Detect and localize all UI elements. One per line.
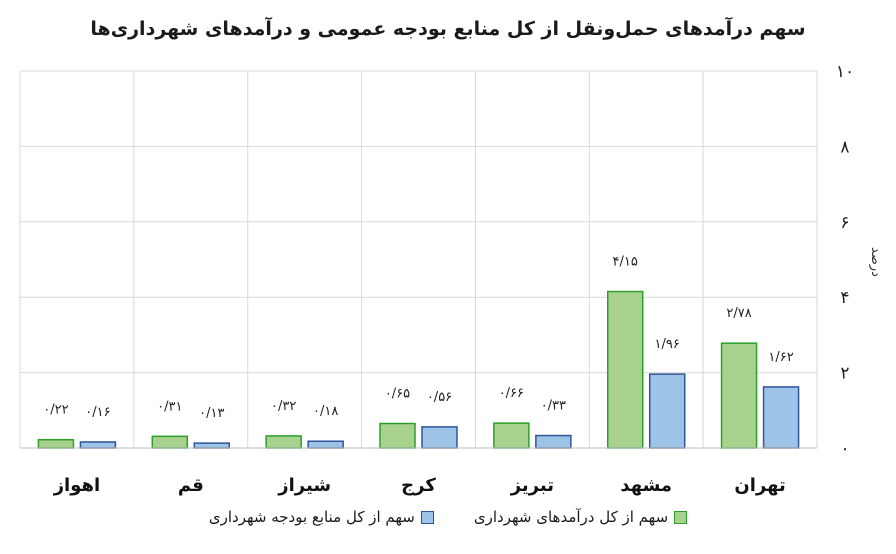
legend-label-budget: سهم از کل منابع بودجه شهرداری (208, 508, 415, 526)
data-label-revenue-share: ۰/۶۶ (499, 386, 524, 401)
x-category-label: اهواز (53, 475, 100, 496)
y-tick-label: ۲ (840, 364, 849, 384)
y-tick-label: ۴ (840, 288, 849, 308)
gridlines (19, 70, 818, 448)
bar-budget-share (535, 434, 572, 449)
x-category-label: کرج (401, 475, 436, 496)
legend-swatch-revenue (674, 510, 688, 524)
legend-label-revenue: سهم از کل درآمدهای شهرداری (473, 508, 669, 526)
x-category-label: تبریز (510, 475, 554, 496)
y-axis-label: درصد (868, 247, 883, 277)
data-label-budget-share: ۰/۱۳ (199, 406, 224, 421)
data-label-revenue-share: ۰/۳۲ (271, 399, 296, 414)
legend: سهم از کل درآمدهای شهرداری سهم از کل منا… (0, 508, 896, 526)
data-label-budget-share: ۰/۳۳ (541, 399, 566, 414)
x-category-label: تهران (734, 475, 785, 496)
x-category-label: مشهد (620, 475, 672, 496)
data-label-revenue-share: ۰/۶۵ (385, 386, 410, 401)
bar-budget-share (648, 373, 686, 449)
y-tick-label: ۱۰ (836, 62, 854, 82)
bar-revenue-share (151, 435, 189, 449)
bar-budget-share (193, 442, 231, 449)
x-category-label: قم (178, 475, 204, 496)
bar-revenue-share (606, 290, 644, 449)
data-label-revenue-share: ۴/۱۵ (613, 255, 638, 270)
axes: ۰ ۲ ۴ ۶ ۸ ۱۰ اهواز قم شیراز کرج تبریز مشهد تهران (20, 62, 854, 496)
data-label-budget-share: ۰/۵۶ (427, 390, 452, 405)
bar-revenue-share (37, 438, 75, 449)
legend-swatch-budget (420, 510, 434, 524)
y-tick-label: ۶ (840, 213, 849, 233)
data-label-budget-share: ۱/۶۲ (768, 350, 793, 365)
data-label-revenue-share: ۰/۲۲ (43, 403, 68, 418)
bar-budget-share (307, 440, 344, 449)
data-labels: ۰/۲۲ ۰/۱۶ ۰/۳۱ ۰/۱۳ ۰/۳۲ ۰/۱۸ ۰/۶۵ ۰/۵۶ ۰/۶۶ ۰/۳۳… (43, 255, 793, 422)
y-tick-label: ۰ (840, 439, 849, 459)
data-label-revenue-share: ۰/۳۱ (157, 399, 182, 414)
data-label-budget-share: ۱/۹۶ (655, 337, 680, 352)
legend-item-revenue: سهم از کل درآمدهای شهرداری (473, 508, 688, 526)
bar-budget-share (421, 426, 458, 449)
data-label-budget-share: ۰/۱۸ (313, 404, 338, 419)
bar-revenue-share (493, 422, 530, 449)
x-category-label: شیراز (277, 475, 331, 496)
bar-budget-share (79, 441, 117, 449)
data-label-budget-share: ۰/۱۶ (85, 405, 110, 420)
bars (37, 290, 800, 449)
bar-budget-share (762, 386, 800, 449)
bar-revenue-share (379, 422, 416, 449)
chart-title: سهم درآمدهای حمل‌ونقل از کل منابع بودجه … (90, 18, 806, 40)
y-tick-label: ۸ (840, 137, 849, 157)
data-label-revenue-share: ۲/۷۸ (726, 306, 751, 321)
bar-revenue-share (265, 435, 302, 449)
bar-revenue-share (720, 342, 758, 449)
legend-item-budget: سهم از کل منابع بودجه شهرداری (209, 508, 434, 526)
